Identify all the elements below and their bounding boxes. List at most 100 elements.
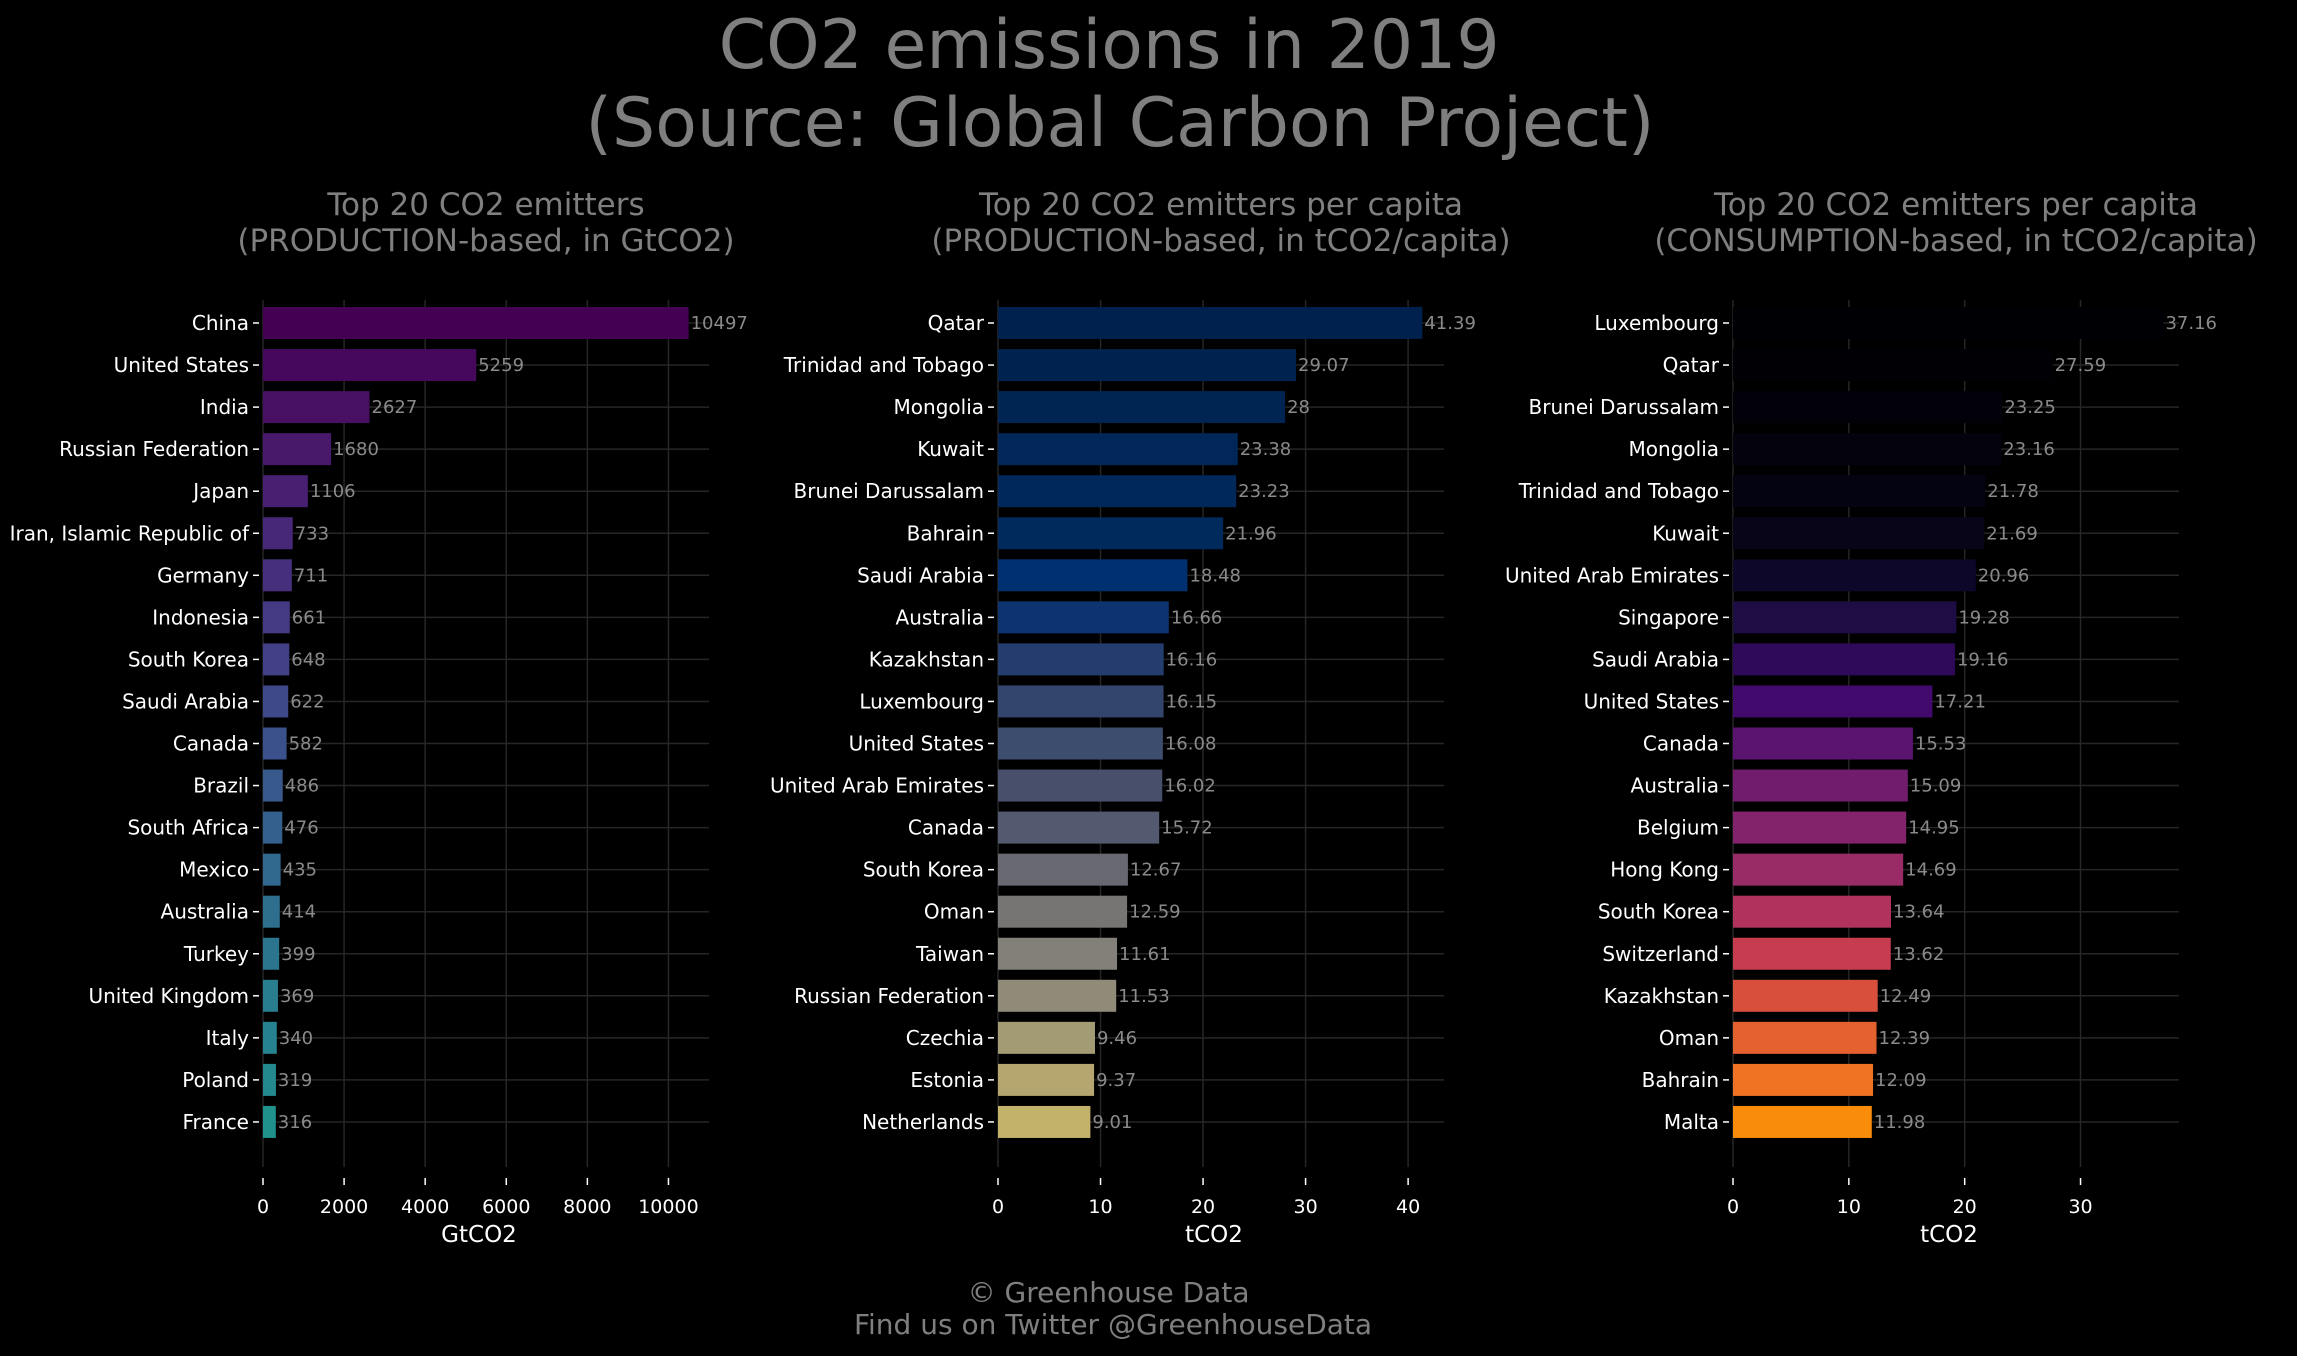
value-label: 733 bbox=[295, 523, 329, 544]
value-label: 15.72 bbox=[1161, 818, 1213, 839]
bar bbox=[263, 979, 278, 1012]
bar bbox=[263, 727, 287, 760]
main-title-line-1: CO2 emissions in 2019 bbox=[719, 6, 1500, 85]
bar bbox=[263, 559, 292, 592]
bar bbox=[1733, 559, 1976, 592]
bar bbox=[998, 769, 1163, 802]
x-tick-label: 8000 bbox=[563, 1196, 611, 1218]
bar bbox=[1733, 769, 1908, 802]
bar bbox=[998, 853, 1128, 886]
category-label: Australia bbox=[161, 900, 249, 924]
value-label: 16.16 bbox=[1166, 649, 1218, 670]
bar bbox=[998, 685, 1164, 718]
value-label: 19.16 bbox=[1957, 649, 2009, 670]
category-label: Germany bbox=[157, 563, 249, 587]
value-label: 5259 bbox=[478, 355, 524, 376]
category-label: United Arab Emirates bbox=[1505, 563, 1719, 587]
category-label: Brazil bbox=[193, 774, 249, 798]
category-label: Mexico bbox=[179, 858, 249, 882]
category-label: Oman bbox=[1659, 1026, 1719, 1050]
panel-title-line-1: Top 20 CO2 emitters bbox=[326, 187, 644, 223]
value-label: 12.67 bbox=[1130, 860, 1182, 881]
value-label: 14.69 bbox=[1905, 860, 1957, 881]
bar bbox=[263, 433, 332, 466]
value-label: 17.21 bbox=[1934, 691, 1986, 712]
category-label: China bbox=[192, 311, 249, 335]
category-label: Netherlands bbox=[862, 1110, 984, 1134]
bar bbox=[998, 1105, 1091, 1138]
bar bbox=[263, 685, 289, 718]
value-label: 16.15 bbox=[1166, 691, 1218, 712]
category-label: Switzerland bbox=[1602, 942, 1719, 966]
bar bbox=[1733, 475, 1986, 508]
value-label: 12.49 bbox=[1880, 986, 1932, 1007]
bar bbox=[998, 517, 1224, 550]
value-label: 18.48 bbox=[1189, 565, 1241, 586]
category-label: Estonia bbox=[910, 1068, 984, 1092]
category-label: Qatar bbox=[1663, 353, 1720, 377]
value-label: 476 bbox=[284, 818, 318, 839]
panel-consumption-per-capita: Top 20 CO2 emitters per capita (CONSUMPTI… bbox=[1505, 187, 2258, 1248]
bar bbox=[998, 391, 1286, 424]
value-label: 369 bbox=[280, 986, 314, 1007]
value-label: 12.39 bbox=[1879, 1028, 1931, 1049]
panel-title: Top 20 CO2 emitters per capita (CONSUMPTI… bbox=[1654, 187, 2257, 259]
bar bbox=[263, 643, 290, 676]
category-label: Kuwait bbox=[917, 437, 984, 461]
x-axis-title: tCO2 bbox=[1920, 1222, 1978, 1248]
category-label: Canada bbox=[173, 732, 249, 756]
bar bbox=[1733, 1063, 1874, 1096]
category-label: Saudi Arabia bbox=[1592, 647, 1719, 671]
bar bbox=[998, 979, 1117, 1012]
x-tick-label: 40 bbox=[1396, 1196, 1420, 1218]
bar bbox=[998, 727, 1163, 760]
bar bbox=[998, 559, 1188, 592]
bar bbox=[1733, 937, 1891, 970]
value-label: 582 bbox=[289, 734, 323, 755]
category-label: South Korea bbox=[128, 647, 249, 671]
category-label: Brunei Darussalam bbox=[1529, 395, 1719, 419]
category-label: Indonesia bbox=[152, 605, 249, 629]
panel-title-line-1: Top 20 CO2 emitters per capita bbox=[978, 187, 1463, 223]
category-label: Brunei Darussalam bbox=[794, 479, 984, 503]
value-label: 648 bbox=[291, 649, 325, 670]
value-label: 29.07 bbox=[1298, 355, 1350, 376]
value-label: 1680 bbox=[333, 439, 379, 460]
category-label: United Kingdom bbox=[88, 984, 249, 1008]
category-label: Kazakhstan bbox=[869, 647, 984, 671]
value-label: 711 bbox=[294, 565, 328, 586]
value-label: 9.01 bbox=[1092, 1112, 1132, 1133]
category-label: Australia bbox=[1631, 774, 1719, 798]
bar bbox=[263, 937, 280, 970]
value-label: 16.02 bbox=[1164, 776, 1216, 797]
bar bbox=[263, 769, 283, 802]
value-label: 340 bbox=[279, 1028, 313, 1049]
x-tick-label: 20 bbox=[1953, 1196, 1977, 1218]
panel-title: Top 20 CO2 emitters per capita (PRODUCTIO… bbox=[931, 187, 1510, 259]
x-axis-title: tCO2 bbox=[1185, 1222, 1243, 1248]
category-label: Luxembourg bbox=[859, 689, 984, 713]
category-label: Turkey bbox=[183, 942, 249, 966]
value-label: 9.37 bbox=[1096, 1070, 1136, 1091]
footer-twitter: Find us on Twitter @GreenhouseData bbox=[854, 1308, 1372, 1341]
value-label: 9.46 bbox=[1097, 1028, 1137, 1049]
bar bbox=[1733, 979, 1878, 1012]
category-label: United States bbox=[114, 353, 249, 377]
value-label: 16.08 bbox=[1165, 734, 1217, 755]
category-label: United Arab Emirates bbox=[770, 774, 984, 798]
bar bbox=[998, 895, 1128, 928]
bar bbox=[263, 811, 283, 844]
value-label: 399 bbox=[281, 944, 315, 965]
value-label: 13.62 bbox=[1893, 944, 1945, 965]
bar bbox=[263, 391, 370, 424]
category-label: France bbox=[182, 1110, 249, 1134]
x-tick-label: 30 bbox=[2068, 1196, 2092, 1218]
footer: © Greenhouse Data Find us on Twitter @Gr… bbox=[854, 1276, 1372, 1341]
value-label: 23.38 bbox=[1240, 439, 1292, 460]
bar bbox=[1733, 307, 2164, 339]
bar bbox=[1733, 643, 1955, 676]
main-title: CO2 emissions in 2019 (Source: Global Ca… bbox=[586, 6, 1655, 163]
bar bbox=[1733, 601, 1957, 634]
x-tick-label: 6000 bbox=[482, 1196, 530, 1218]
